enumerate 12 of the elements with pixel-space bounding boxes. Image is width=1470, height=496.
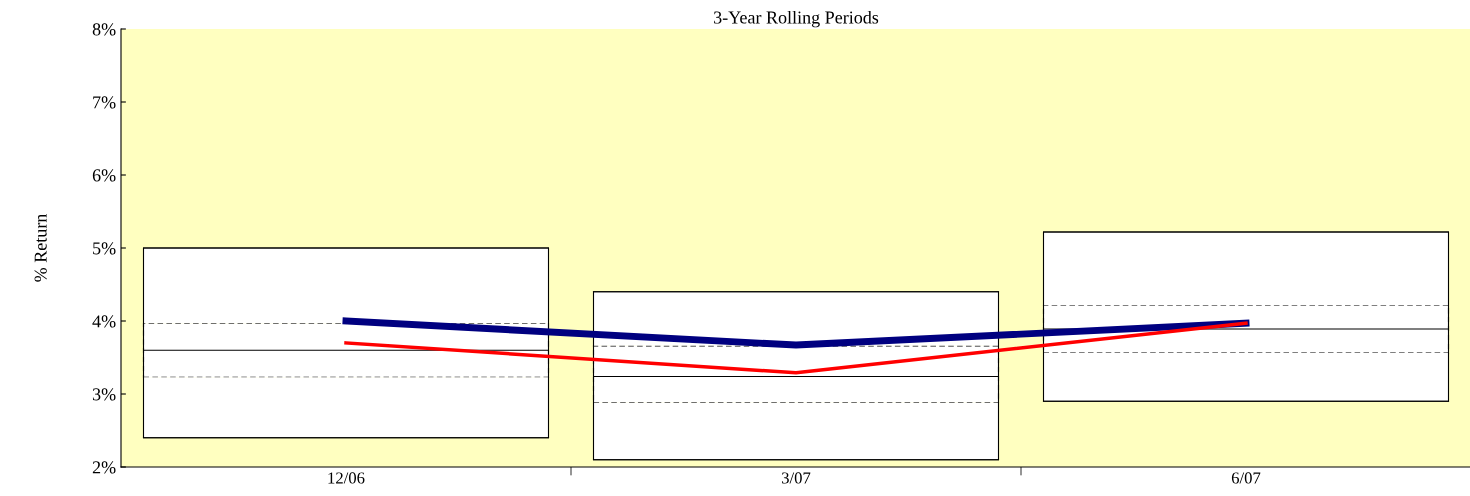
x-tick-label: 3/07 bbox=[781, 472, 811, 484]
y-tick-label: 7% bbox=[93, 96, 116, 109]
y-tick-label: 4% bbox=[92, 315, 116, 328]
y-axis-title: % Return bbox=[34, 213, 47, 282]
x-tick-label: 6/07 bbox=[1231, 472, 1261, 484]
x-tick-label: 12/06 bbox=[328, 472, 365, 484]
y-tick-label: 6% bbox=[92, 169, 116, 182]
chart-title: 3-Year Rolling Periods bbox=[714, 10, 879, 28]
y-tick-label: 3% bbox=[92, 388, 116, 401]
y-tick-label: 2% bbox=[92, 461, 116, 474]
y-tick-label: 5% bbox=[93, 242, 116, 255]
y-tick-label: 8% bbox=[92, 23, 116, 36]
